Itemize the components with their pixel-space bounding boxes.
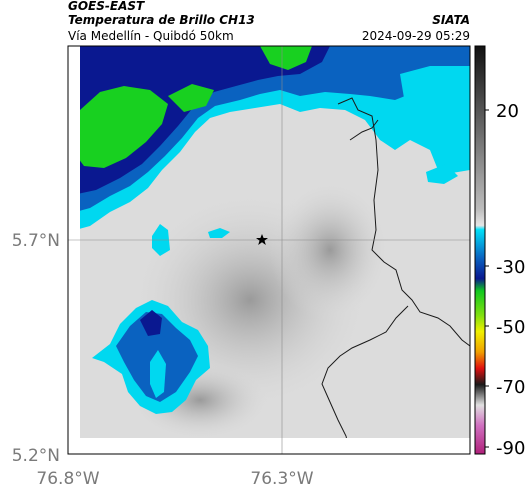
- cloud-cluster-southwest-core: [150, 350, 166, 398]
- cloud-core-green-north: [260, 46, 312, 70]
- border-line-coast: [349, 119, 379, 141]
- lon-tick-label: 76.3°W: [250, 469, 313, 489]
- colorbar-tick-label: -90: [496, 438, 525, 459]
- cloud-cluster-southwest-navy: [140, 310, 162, 336]
- colorbar: [474, 45, 486, 455]
- source-label-left: GOES-EAST: [68, 0, 145, 13]
- colorbar-tick-label: 20: [496, 101, 519, 122]
- gray-patch-east: [270, 180, 390, 320]
- colorbar-tick-label: -50: [496, 317, 525, 338]
- lon-tick-label: 76.8°W: [36, 469, 99, 489]
- cloud-core-green-west: [72, 86, 168, 168]
- star-icon: [256, 234, 268, 245]
- cloud-core-green-mid: [168, 84, 214, 112]
- source-label-right: SIATA: [432, 13, 470, 27]
- map-area: [68, 46, 470, 454]
- map-subtitle: Vía Medellín - Quibdó 50km: [68, 29, 234, 43]
- cloud-lobe-northeast: [400, 66, 470, 126]
- cloud-blob-east: [426, 164, 458, 184]
- no-data-strip-west: [68, 46, 80, 454]
- lat-tick-label: 5.7°N: [12, 231, 60, 251]
- cloud-band-north-navy: [68, 46, 330, 196]
- border-line-south: [321, 305, 409, 454]
- border-line: [337, 97, 470, 347]
- cloud-blob-center: [208, 228, 230, 238]
- no-data-strip: [68, 438, 470, 454]
- timestamp: 2024-09-29 05:29: [361, 29, 470, 43]
- lat-tick-label: 5.2°N: [12, 446, 60, 466]
- colorbar-tick-label: -70: [496, 377, 525, 398]
- map-frame: [67, 45, 471, 455]
- colorbar-tick-label: -30: [496, 257, 525, 278]
- map-title: Temperatura de Brillo CH13: [68, 13, 255, 27]
